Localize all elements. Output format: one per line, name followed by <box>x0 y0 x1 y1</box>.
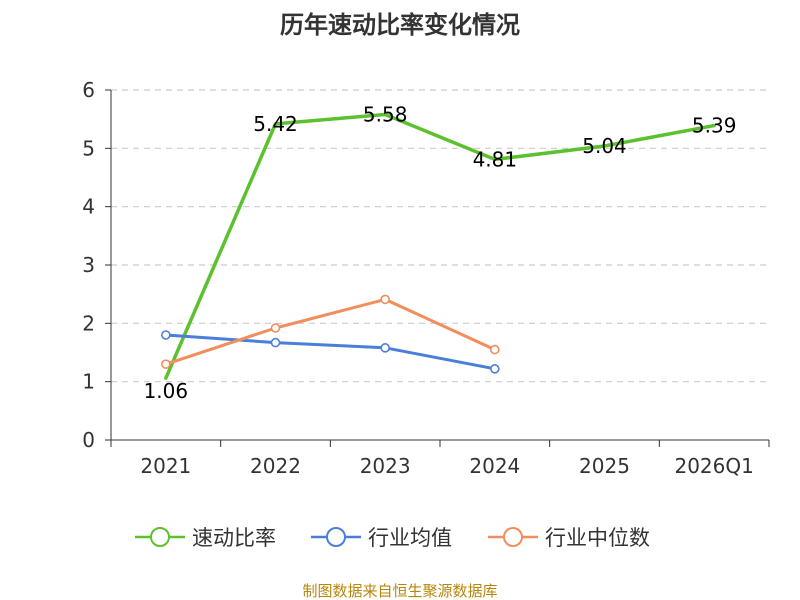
legend-label: 行业中位数 <box>545 526 650 550</box>
data-point <box>490 344 500 355</box>
x-tick-label: 2026Q1 <box>674 454 753 478</box>
legend-marker <box>326 527 346 547</box>
x-tick-label: 2021 <box>140 454 191 478</box>
y-tick-label: 3 <box>82 253 95 277</box>
data-point <box>270 337 281 348</box>
axes: 0 1 2 3 4 5 6 2021 2022 2023 2024 2025 2026Q1 <box>82 78 770 478</box>
y-tick-label: 0 <box>82 428 95 452</box>
x-tick-label: 2024 <box>469 454 520 478</box>
series-2 <box>161 330 500 374</box>
y-tick-label: 5 <box>82 136 95 160</box>
data-label: 5.58 <box>363 103 408 127</box>
x-tick-label: 2022 <box>250 454 301 478</box>
y-tick-label: 1 <box>82 370 95 394</box>
y-tick-label: 6 <box>82 78 95 102</box>
data-label: 4.81 <box>473 147 518 171</box>
source-note: 制图数据来自恒生聚源数据库 <box>302 582 497 600</box>
legend-label: 速动比率 <box>192 526 276 550</box>
series-line <box>164 297 497 366</box>
data-label: 1.06 <box>144 379 189 403</box>
series-layer <box>161 112 716 380</box>
legend-item[interactable]: 行业均值 <box>311 526 452 550</box>
series-3 <box>161 294 500 369</box>
data-point <box>161 330 171 340</box>
data-point <box>380 294 390 305</box>
data-point <box>380 343 390 353</box>
y-tick-label: 2 <box>82 311 95 335</box>
legend-marker <box>503 527 523 547</box>
y-tick-label: 4 <box>82 195 95 219</box>
series-1 <box>164 112 716 380</box>
legend[interactable]: 速动比率 行业均值 行业中位数 <box>135 526 650 550</box>
data-label: 5.42 <box>253 112 298 136</box>
x-tick-label: 2023 <box>360 454 411 478</box>
legend-item[interactable]: 速动比率 <box>135 526 276 550</box>
x-tick-label: 2025 <box>579 454 630 478</box>
data-label: 5.04 <box>582 134 627 158</box>
data-label: 5.39 <box>692 114 737 138</box>
legend-label: 行业均值 <box>368 526 452 550</box>
series-line <box>164 333 497 371</box>
series-line <box>164 112 716 380</box>
legend-item[interactable]: 行业中位数 <box>488 526 650 550</box>
data-labels: 1.06 5.42 5.58 4.81 5.04 5.39 <box>144 103 737 404</box>
legend-marker <box>150 527 170 547</box>
chart-title: 历年速动比率变化情况 <box>280 11 520 39</box>
data-point <box>161 359 171 369</box>
data-point <box>270 323 281 333</box>
data-point <box>490 364 500 374</box>
